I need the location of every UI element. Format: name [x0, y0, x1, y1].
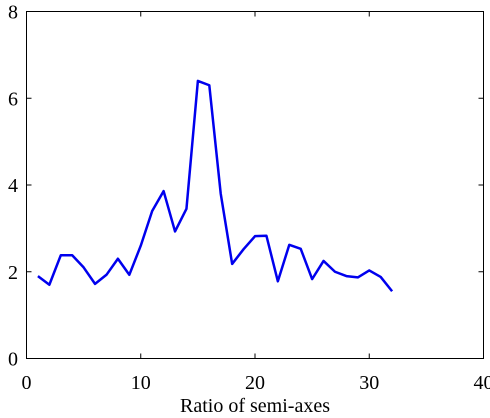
x-tick-label: 0: [22, 372, 32, 394]
x-tick-label: 10: [131, 372, 151, 394]
y-tick-label: 8: [8, 2, 18, 24]
x-axis-label: Ratio of semi-axes: [180, 395, 330, 417]
axis-ticks: [26, 11, 484, 359]
y-tick-label: 2: [8, 262, 18, 284]
y-tick-label: 4: [8, 175, 18, 197]
series-line: [37, 79, 394, 293]
x-tick-label: 20: [245, 372, 265, 394]
data-series: [37, 79, 394, 293]
y-tick-label: 6: [8, 88, 18, 110]
y-tick-label: 0: [8, 349, 18, 371]
x-tick-label: 30: [359, 372, 379, 394]
plot-area-frame: [26, 11, 484, 359]
axis-tick-labels: 0 10 20 30 40 0 2 4 6 8: [8, 2, 490, 395]
x-tick-label: 40: [474, 372, 490, 394]
